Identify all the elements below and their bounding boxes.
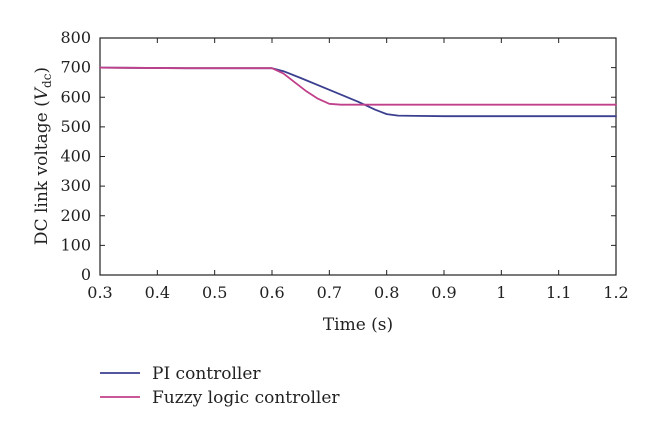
x-tick-label: 0.9	[431, 283, 456, 302]
y-tick-label: 500	[60, 117, 91, 136]
x-tick-label: 0.5	[202, 283, 227, 302]
x-tick-label: 0.6	[259, 283, 284, 302]
x-axis-label: Time (s)	[323, 315, 393, 335]
legend-label-fuzzy: Fuzzy logic controller	[152, 388, 340, 408]
y-axis-ticks: 0 100 200 300 400 500 600 700 800	[60, 28, 616, 284]
plot-frame	[99, 37, 617, 276]
legend-label-pi: PI controller	[152, 364, 261, 384]
y-axis-label: DC link voltage (Vdc)	[32, 67, 54, 245]
y-tick-label: 800	[60, 28, 91, 47]
x-tick-label: 0.3	[87, 283, 112, 302]
y-tick-label: 100	[60, 235, 91, 254]
x-tick-label: 1.2	[603, 283, 628, 302]
x-tick-label: 1	[496, 283, 506, 302]
x-tick-label: 0.7	[317, 283, 342, 302]
x-tick-label: 0.4	[145, 283, 170, 302]
y-tick-label: 400	[60, 147, 91, 166]
series-lines	[99, 66, 617, 118]
y-axis-label-symbol: V	[32, 86, 52, 100]
series-line-pi	[99, 66, 617, 118]
y-tick-label: 600	[60, 87, 91, 106]
y-axis-label-subscript: dc	[40, 73, 54, 88]
y-tick-label: 0	[81, 265, 91, 284]
x-axis-ticks: 0.3 0.4 0.5 0.6 0.7 0.8 0.9 1 1.1 1.2	[87, 38, 629, 302]
y-tick-label: 700	[60, 58, 91, 77]
y-axis-label-close: )	[32, 67, 52, 74]
y-tick-label: 300	[60, 176, 91, 195]
x-tick-label: 0.8	[374, 283, 399, 302]
series-line-fuzzy	[99, 66, 617, 106]
x-tick-label: 1.1	[546, 283, 571, 302]
y-axis-label-text: DC link voltage (	[32, 100, 52, 245]
legend: PI controller Fuzzy logic controller	[100, 364, 340, 408]
y-tick-label: 200	[60, 206, 91, 225]
